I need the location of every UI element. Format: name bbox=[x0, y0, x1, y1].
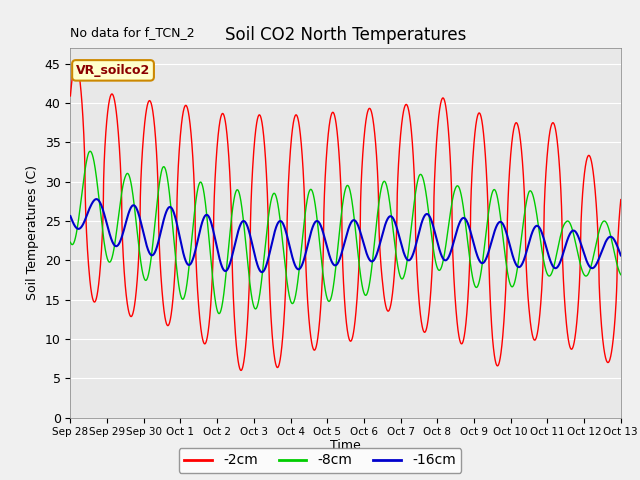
Y-axis label: Soil Temperatures (C): Soil Temperatures (C) bbox=[26, 165, 39, 300]
Legend: -2cm, -8cm, -16cm: -2cm, -8cm, -16cm bbox=[179, 448, 461, 473]
Text: VR_soilco2: VR_soilco2 bbox=[76, 64, 150, 77]
X-axis label: Time: Time bbox=[330, 439, 361, 452]
Title: Soil CO2 North Temperatures: Soil CO2 North Temperatures bbox=[225, 25, 467, 44]
Text: No data for f_TCN_2: No data for f_TCN_2 bbox=[70, 26, 195, 39]
